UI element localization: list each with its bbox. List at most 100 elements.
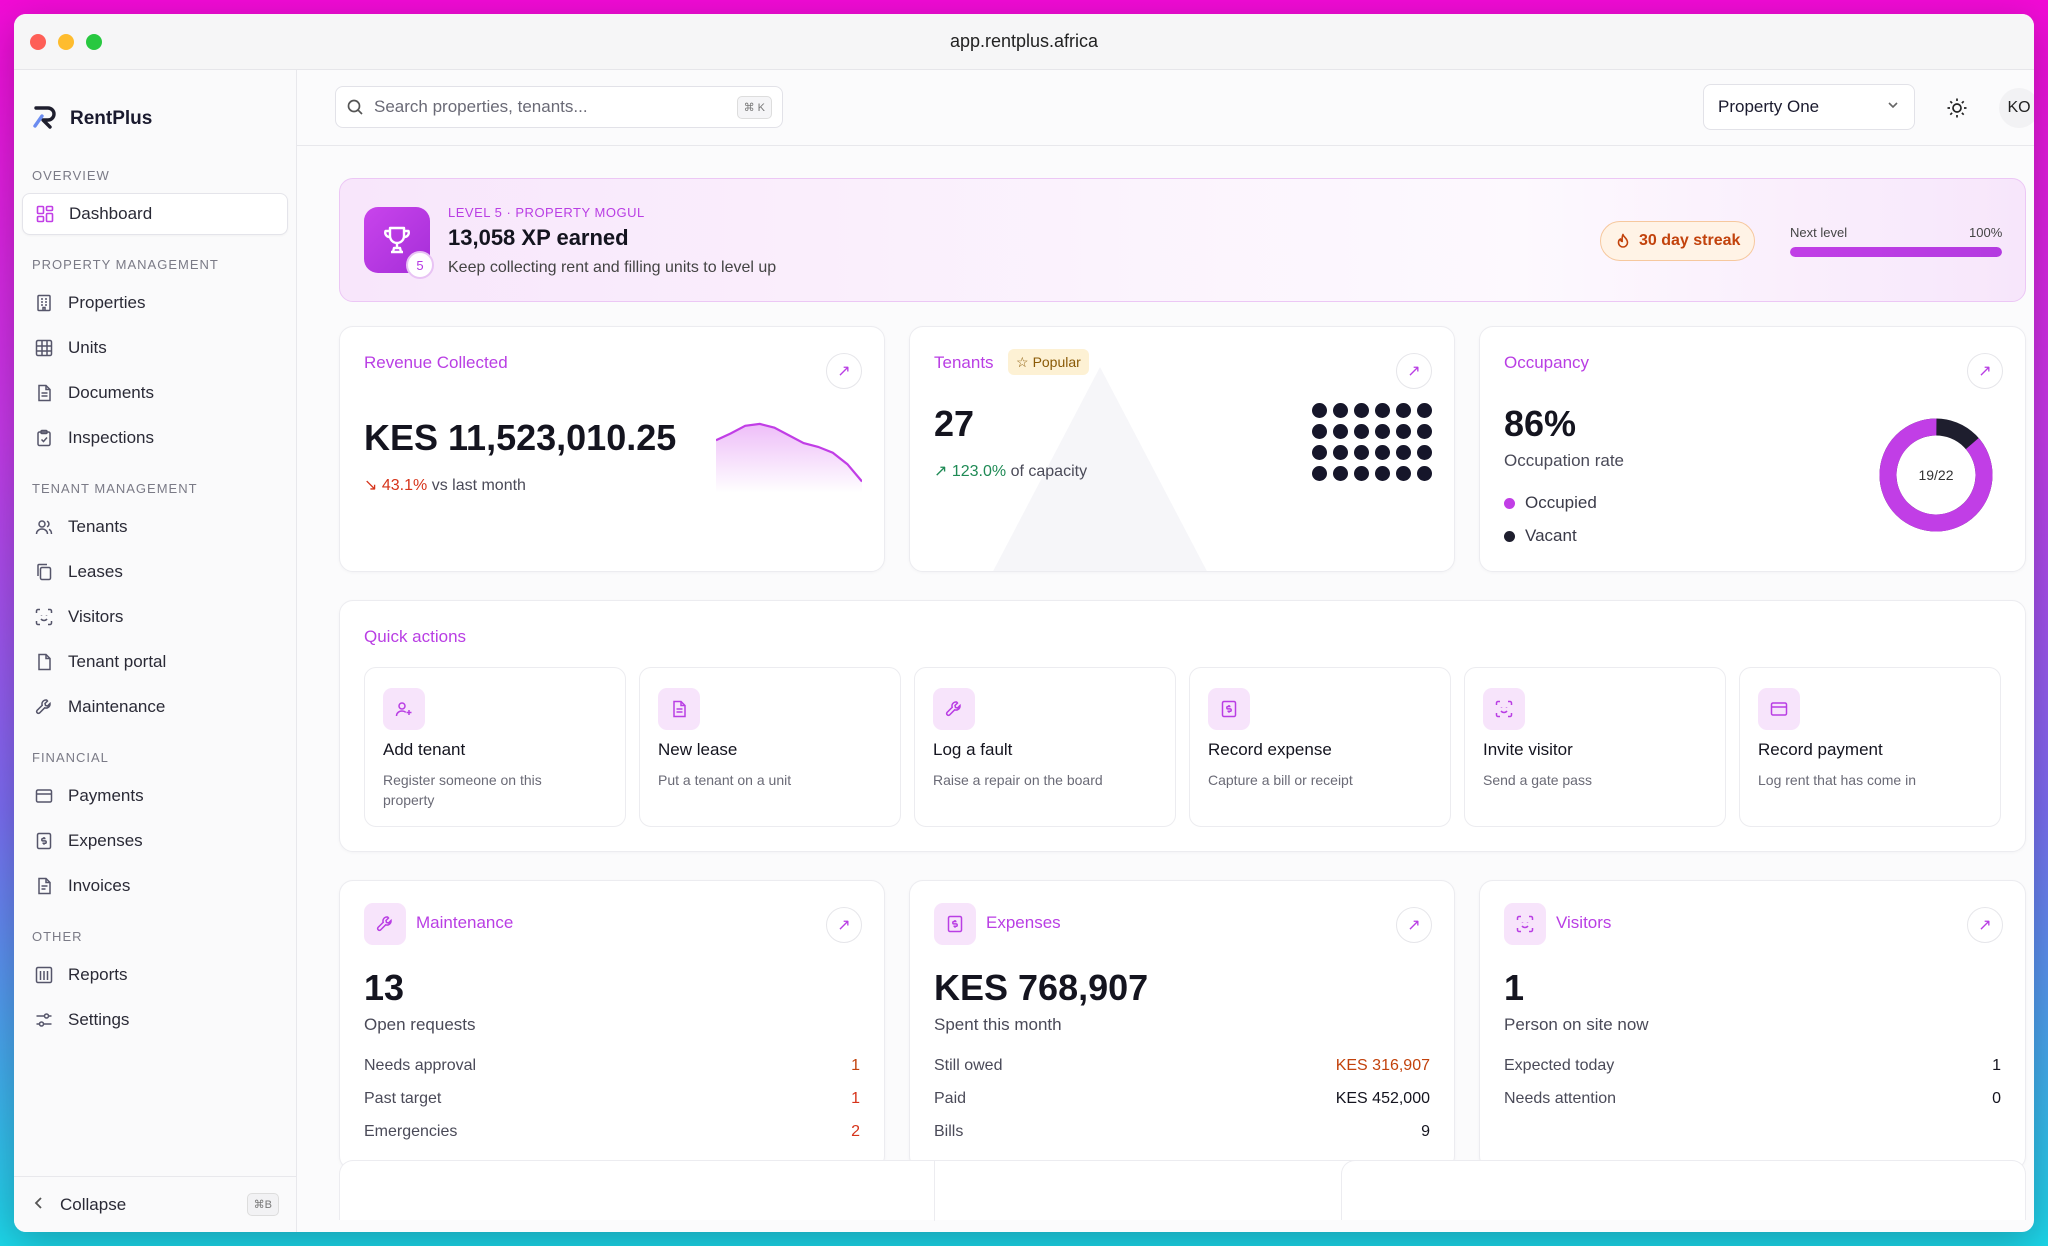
- row-label: Emergencies: [364, 1123, 458, 1140]
- sidebar-item-reports[interactable]: Reports: [22, 954, 288, 996]
- quick-action-record-payment[interactable]: Record payment Log rent that has come in: [1739, 667, 2001, 827]
- theme-toggle-button[interactable]: [1937, 88, 1977, 128]
- property-select-value: Property One: [1718, 97, 1820, 116]
- sidebar-item-label: Visitors: [68, 607, 124, 626]
- quick-action-desc: Raise a repair on the board: [933, 772, 1103, 788]
- sidebar-item-payments[interactable]: Payments: [22, 775, 288, 817]
- close-window-button[interactable]: [30, 34, 46, 50]
- receipt-icon: [1208, 688, 1250, 730]
- sidebar-item-units[interactable]: Units: [22, 327, 288, 369]
- search-box[interactable]: ⌘ K: [335, 86, 783, 128]
- quick-action-record-expense[interactable]: Record expense Capture a bill or receipt: [1189, 667, 1451, 827]
- tenant-dot: [1396, 403, 1411, 418]
- quick-action-invite-visitor[interactable]: Invite visitor Send a gate pass: [1464, 667, 1726, 827]
- avatar[interactable]: KO: [1999, 88, 2034, 128]
- expenses-row: Bills 9: [934, 1123, 1430, 1141]
- quick-action-label: Record payment: [1758, 740, 1883, 759]
- scan-face-icon: [1504, 903, 1546, 945]
- maximize-window-button[interactable]: [86, 34, 102, 50]
- sidebar-item-properties[interactable]: Properties: [22, 282, 288, 324]
- quick-action-label: Log a fault: [933, 740, 1013, 759]
- property-select[interactable]: Property One: [1703, 84, 1915, 130]
- file-icon: [34, 652, 54, 672]
- quick-action-add-tenant[interactable]: Add tenant Register someone on this prop…: [364, 667, 626, 827]
- scan-face-icon: [1483, 688, 1525, 730]
- maintenance-open-button[interactable]: ↗: [826, 907, 862, 943]
- visitors-open-button[interactable]: ↗: [1967, 907, 2003, 943]
- sidebar-item-settings[interactable]: Settings: [22, 999, 288, 1041]
- wrench-icon: [364, 903, 406, 945]
- vacant-swatch: [1504, 530, 1515, 542]
- window-controls: [30, 34, 102, 50]
- tenant-dot: [1354, 424, 1369, 439]
- tenant-dot: [1312, 424, 1327, 439]
- tenant-dot: [1417, 403, 1432, 418]
- next-section-card-right: [1341, 1160, 2026, 1220]
- minimize-window-button[interactable]: [58, 34, 74, 50]
- sidebar-item-label: Settings: [68, 1010, 130, 1029]
- sidebar-item-invoices[interactable]: Invoices: [22, 865, 288, 907]
- sidebar-item-inspections[interactable]: Inspections: [22, 417, 288, 459]
- receipt-icon: [34, 831, 54, 851]
- tenant-dot: [1417, 466, 1432, 481]
- row-value: KES 316,907: [1335, 1057, 1430, 1074]
- tenant-dot: [1354, 403, 1369, 418]
- search-input[interactable]: [374, 97, 727, 117]
- rentplus-logo-icon: [32, 104, 58, 135]
- quick-action-desc: Put a tenant on a unit: [658, 772, 792, 788]
- next-level-label: Next level: [1790, 225, 1848, 240]
- tenants-title: Tenants: [934, 353, 994, 372]
- sidebar-item-dashboard[interactable]: Dashboard: [22, 193, 288, 235]
- expenses-row: Paid KES 452,000: [934, 1090, 1430, 1108]
- occupied-swatch: [1504, 497, 1515, 509]
- sidebar-item-maintenance[interactable]: Maintenance: [22, 686, 288, 728]
- browser-window: app.rentplus.africa RentPlus OVERVIEW Da…: [14, 14, 2034, 1232]
- revenue-delta-pct: 43.1%: [381, 477, 428, 494]
- expenses-open-button[interactable]: ↗: [1396, 907, 1432, 943]
- brand[interactable]: RentPlus: [14, 70, 296, 146]
- row-label: Expected today: [1504, 1057, 1615, 1074]
- search-shortcut: ⌘ K: [736, 95, 772, 119]
- sidebar-item-leases[interactable]: Leases: [22, 551, 288, 593]
- tenants-delta-pct: 123.0%: [951, 463, 1007, 480]
- visitors-subtitle: Person on site now: [1504, 1015, 1649, 1034]
- sidebar-item-visitors[interactable]: Visitors: [22, 596, 288, 638]
- revenue-delta: ↘ 43.1% vs last month: [364, 475, 526, 495]
- units-grid-icon: [34, 338, 54, 358]
- quick-action-desc: Log rent that has come in: [1758, 772, 1916, 788]
- tenants-open-button[interactable]: ↗: [1396, 353, 1432, 389]
- building-icon: [34, 293, 54, 313]
- row-value: 1: [851, 1057, 860, 1074]
- quick-action-new-lease[interactable]: New lease Put a tenant on a unit: [639, 667, 901, 827]
- row-label: Still owed: [934, 1057, 1003, 1074]
- sidebar-item-tenants[interactable]: Tenants: [22, 506, 288, 548]
- quick-action-log-fault[interactable]: Log a fault Raise a repair on the board: [914, 667, 1176, 827]
- donut-occupied-arc: [1879, 418, 1993, 532]
- xp-title: 13,058 XP earned: [448, 225, 629, 250]
- arrow-up-right-icon: ↗: [1978, 917, 1992, 934]
- occupancy-open-button[interactable]: ↗: [1967, 353, 2003, 389]
- document-icon: [658, 688, 700, 730]
- tenant-dot: [1312, 466, 1327, 481]
- expenses-row: Still owed KES 316,907: [934, 1057, 1430, 1075]
- revenue-card: Revenue Collected ↗ KES 11,523,010.25 ↘ …: [339, 326, 885, 572]
- tenant-dot: [1312, 403, 1327, 418]
- section-label-financial: FINANCIAL: [32, 750, 109, 765]
- card-divider: [934, 1161, 935, 1221]
- user-plus-icon: [383, 688, 425, 730]
- maintenance-row: Past target 1: [364, 1090, 860, 1108]
- top-bar: ⌘ K Property One KO: [297, 70, 2034, 146]
- sidebar-item-expenses[interactable]: Expenses: [22, 820, 288, 862]
- wallet-icon: [34, 786, 54, 806]
- revenue-open-button[interactable]: ↗: [826, 353, 862, 389]
- collapse-sidebar-button[interactable]: Collapse ⌘B: [14, 1176, 297, 1232]
- row-value: 1: [851, 1090, 860, 1107]
- maintenance-card: Maintenance ↗ 13 Open requests Needs app…: [339, 880, 885, 1170]
- maintenance-title: Maintenance: [416, 913, 514, 932]
- sidebar-item-documents[interactable]: Documents: [22, 372, 288, 414]
- legend-vacant-label: Vacant: [1525, 526, 1577, 545]
- wallet-icon: [1758, 688, 1800, 730]
- level-subtitle: Keep collecting rent and filling units t…: [448, 259, 777, 276]
- sidebar-item-tenant-portal[interactable]: Tenant portal: [22, 641, 288, 683]
- sidebar-item-label: Tenants: [68, 517, 128, 536]
